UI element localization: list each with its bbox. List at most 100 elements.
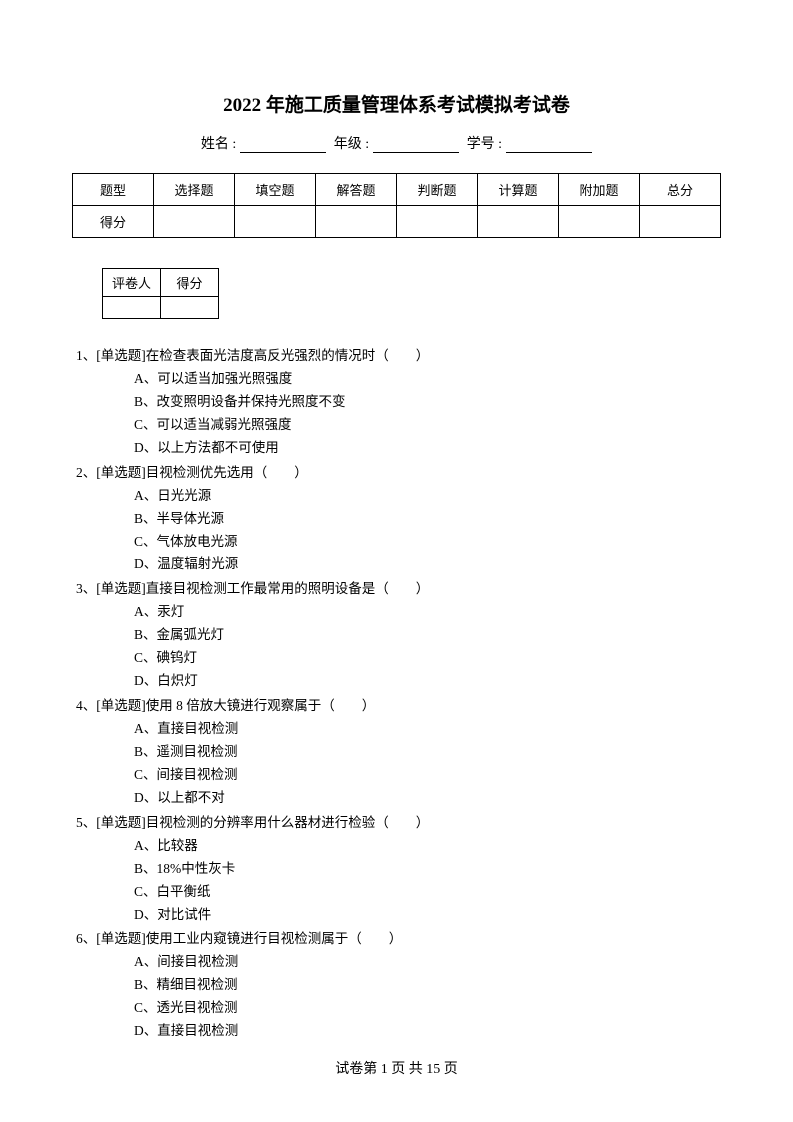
score-cell-6 — [559, 206, 640, 238]
q-text: 直接目视检测工作最常用的照明设备是（ ） — [146, 581, 430, 596]
footer-total: 15 — [426, 1062, 440, 1077]
score-header-4: 判断题 — [397, 174, 478, 206]
score-header-7: 总分 — [640, 174, 721, 206]
q-type: [单选题] — [96, 465, 146, 480]
score-header-1: 选择题 — [154, 174, 235, 206]
option-c: C、白平衡纸 — [134, 881, 721, 904]
question-stem: 4、[单选题]使用 8 倍放大镜进行观察属于（ ） — [72, 695, 721, 718]
question-4: 4、[单选题]使用 8 倍放大镜进行观察属于（ ） A、直接目视检测 B、遥测目… — [72, 695, 721, 810]
question-stem: 1、[单选题]在检查表面光洁度高反光强烈的情况时（ ） — [72, 345, 721, 368]
option-c: C、间接目视检测 — [134, 764, 721, 787]
q-num: 1、 — [76, 348, 96, 363]
option-b: B、改变照明设备并保持光照度不变 — [134, 391, 721, 414]
score-header-2: 填空题 — [235, 174, 316, 206]
question-stem: 5、[单选题]目视检测的分辨率用什么器材进行检验（ ） — [72, 812, 721, 835]
name-label: 姓名 : — [201, 137, 236, 152]
question-stem: 2、[单选题]目视检测优先选用（ ） — [72, 462, 721, 485]
q-text: 目视检测的分辨率用什么器材进行检验（ ） — [146, 815, 430, 830]
q-type: [单选题] — [96, 698, 146, 713]
footer-middle: 页 共 — [388, 1062, 427, 1077]
score-header-3: 解答题 — [316, 174, 397, 206]
score-table-header-row: 题型 选择题 填空题 解答题 判断题 计算题 附加题 总分 — [73, 174, 721, 206]
q-text: 目视检测优先选用（ ） — [146, 465, 308, 480]
q-text: 使用 8 倍放大镜进行观察属于（ ） — [146, 698, 376, 713]
options-list: A、汞灯 B、金属弧光灯 C、碘钨灯 D、白炽灯 — [72, 601, 721, 693]
score-cell-3 — [316, 206, 397, 238]
q-type: [单选题] — [96, 581, 146, 596]
grader-blank-2 — [161, 297, 219, 319]
option-a: A、比较器 — [134, 835, 721, 858]
exam-title: 2022 年施工质量管理体系考试模拟考试卷 — [72, 90, 721, 117]
q-type: [单选题] — [96, 815, 146, 830]
q-text: 使用工业内窥镜进行目视检测属于（ ） — [146, 931, 403, 946]
option-c: C、可以适当减弱光照强度 — [134, 414, 721, 437]
grader-table: 评卷人 得分 — [102, 268, 219, 319]
questions-container: 1、[单选题]在检查表面光洁度高反光强烈的情况时（ ） A、可以适当加强光照强度… — [72, 345, 721, 1043]
question-1: 1、[单选题]在检查表面光洁度高反光强烈的情况时（ ） A、可以适当加强光照强度… — [72, 345, 721, 460]
option-c: C、碘钨灯 — [134, 647, 721, 670]
question-2: 2、[单选题]目视检测优先选用（ ） A、日光光源 B、半导体光源 C、气体放电… — [72, 462, 721, 577]
option-d: D、温度辐射光源 — [134, 553, 721, 576]
options-list: A、可以适当加强光照强度 B、改变照明设备并保持光照度不变 C、可以适当减弱光照… — [72, 368, 721, 460]
score-cell-4 — [397, 206, 478, 238]
q-num: 5、 — [76, 815, 96, 830]
score-cell-2 — [235, 206, 316, 238]
q-num: 6、 — [76, 931, 96, 946]
score-header-6: 附加题 — [559, 174, 640, 206]
question-stem: 6、[单选题]使用工业内窥镜进行目视检测属于（ ） — [72, 928, 721, 951]
grader-col1: 评卷人 — [103, 269, 161, 297]
option-b: B、精细目视检测 — [134, 974, 721, 997]
options-list: A、比较器 B、18%中性灰卡 C、白平衡纸 D、对比试件 — [72, 835, 721, 927]
option-a: A、可以适当加强光照强度 — [134, 368, 721, 391]
option-d: D、以上都不对 — [134, 787, 721, 810]
question-stem: 3、[单选题]直接目视检测工作最常用的照明设备是（ ） — [72, 578, 721, 601]
option-a: A、间接目视检测 — [134, 951, 721, 974]
q-num: 2、 — [76, 465, 96, 480]
q-num: 3、 — [76, 581, 96, 596]
score-cell-5 — [478, 206, 559, 238]
option-a: A、汞灯 — [134, 601, 721, 624]
q-text: 在检查表面光洁度高反光强烈的情况时（ ） — [146, 348, 430, 363]
id-blank — [506, 139, 592, 153]
option-d: D、直接目视检测 — [134, 1020, 721, 1043]
option-b: B、金属弧光灯 — [134, 624, 721, 647]
option-c: C、气体放电光源 — [134, 531, 721, 554]
q-type: [单选题] — [96, 931, 146, 946]
score-header-0: 题型 — [73, 174, 154, 206]
option-d: D、对比试件 — [134, 904, 721, 927]
option-a: A、直接目视检测 — [134, 718, 721, 741]
option-a: A、日光光源 — [134, 485, 721, 508]
options-list: A、日光光源 B、半导体光源 C、气体放电光源 D、温度辐射光源 — [72, 485, 721, 577]
page-footer: 试卷第 1 页 共 15 页 — [0, 1058, 793, 1078]
score-table: 题型 选择题 填空题 解答题 判断题 计算题 附加题 总分 得分 — [72, 173, 721, 238]
score-table-value-row: 得分 — [73, 206, 721, 238]
footer-suffix: 页 — [440, 1062, 458, 1077]
grader-header-row: 评卷人 得分 — [103, 269, 219, 297]
option-c: C、透光目视检测 — [134, 997, 721, 1020]
q-type: [单选题] — [96, 348, 146, 363]
option-d: D、白炽灯 — [134, 670, 721, 693]
footer-current: 1 — [381, 1062, 388, 1077]
id-label: 学号 : — [467, 137, 502, 152]
score-cell-7 — [640, 206, 721, 238]
options-list: A、直接目视检测 B、遥测目视检测 C、间接目视检测 D、以上都不对 — [72, 718, 721, 810]
option-d: D、以上方法都不可使用 — [134, 437, 721, 460]
grader-blank-1 — [103, 297, 161, 319]
option-b: B、18%中性灰卡 — [134, 858, 721, 881]
footer-prefix: 试卷第 — [335, 1062, 381, 1077]
q-num: 4、 — [76, 698, 96, 713]
score-row-label: 得分 — [73, 206, 154, 238]
grade-blank — [373, 139, 459, 153]
grader-value-row — [103, 297, 219, 319]
grader-col2: 得分 — [161, 269, 219, 297]
student-info-line: 姓名 : 年级 : 学号 : — [72, 133, 721, 153]
score-cell-1 — [154, 206, 235, 238]
grade-label: 年级 : — [334, 137, 369, 152]
option-b: B、遥测目视检测 — [134, 741, 721, 764]
question-3: 3、[单选题]直接目视检测工作最常用的照明设备是（ ） A、汞灯 B、金属弧光灯… — [72, 578, 721, 693]
name-blank — [240, 139, 326, 153]
question-6: 6、[单选题]使用工业内窥镜进行目视检测属于（ ） A、间接目视检测 B、精细目… — [72, 928, 721, 1043]
score-header-5: 计算题 — [478, 174, 559, 206]
option-b: B、半导体光源 — [134, 508, 721, 531]
options-list: A、间接目视检测 B、精细目视检测 C、透光目视检测 D、直接目视检测 — [72, 951, 721, 1043]
